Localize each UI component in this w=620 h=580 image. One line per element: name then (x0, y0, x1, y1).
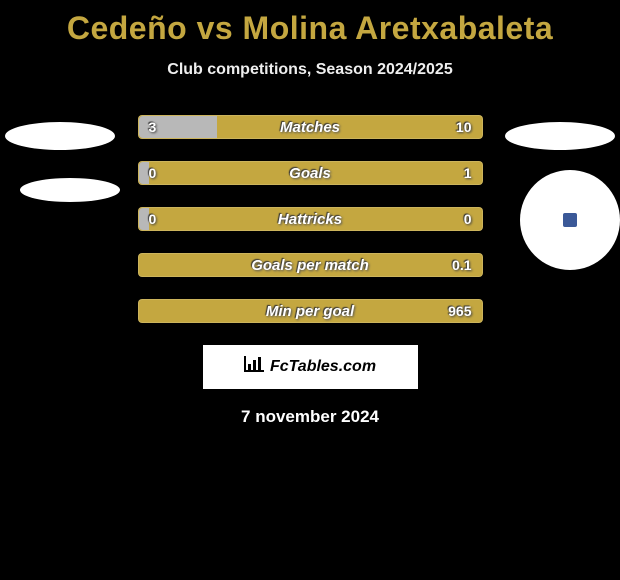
player1-crest-1 (5, 122, 115, 150)
stat-bar: Min per goal 965 (138, 299, 483, 323)
barchart-icon (244, 356, 264, 379)
stat-left-value: 3 (149, 119, 157, 135)
logo-text: FcTables.com (270, 358, 376, 376)
player1-crest-2 (20, 178, 120, 202)
stat-bar: 0 Goals 1 (138, 161, 483, 185)
stat-bar: 0 Hattricks 0 (138, 207, 483, 231)
stat-left-value: 0 (149, 165, 157, 181)
stat-right-value: 0.1 (452, 257, 471, 273)
stat-right-value: 0 (464, 211, 472, 227)
stat-bar: Goals per match 0.1 (138, 253, 483, 277)
season-subtitle: Club competitions, Season 2024/2025 (0, 61, 620, 79)
stat-label: Goals (139, 165, 482, 182)
bar-fill-left (139, 162, 149, 184)
bar-fill-left (139, 208, 149, 230)
stat-label: Goals per match (139, 257, 482, 274)
stat-label: Min per goal (139, 303, 482, 320)
comparison-title: Cedeño vs Molina Aretxabaleta (0, 0, 620, 47)
player2-crest-1 (505, 122, 615, 150)
player2-crest-2 (520, 170, 620, 270)
source-logo[interactable]: FcTables.com (203, 345, 418, 389)
shield-icon (563, 213, 577, 227)
stat-right-value: 10 (456, 119, 472, 135)
stat-bar: 3 Matches 10 (138, 115, 483, 139)
snapshot-date: 7 november 2024 (0, 407, 620, 427)
stat-label: Hattricks (139, 211, 482, 228)
stat-left-value: 0 (149, 211, 157, 227)
stats-bars: 3 Matches 10 0 Goals 1 0 Hattricks 0 Goa… (138, 115, 483, 323)
stat-right-value: 1 (464, 165, 472, 181)
stat-right-value: 965 (448, 303, 471, 319)
